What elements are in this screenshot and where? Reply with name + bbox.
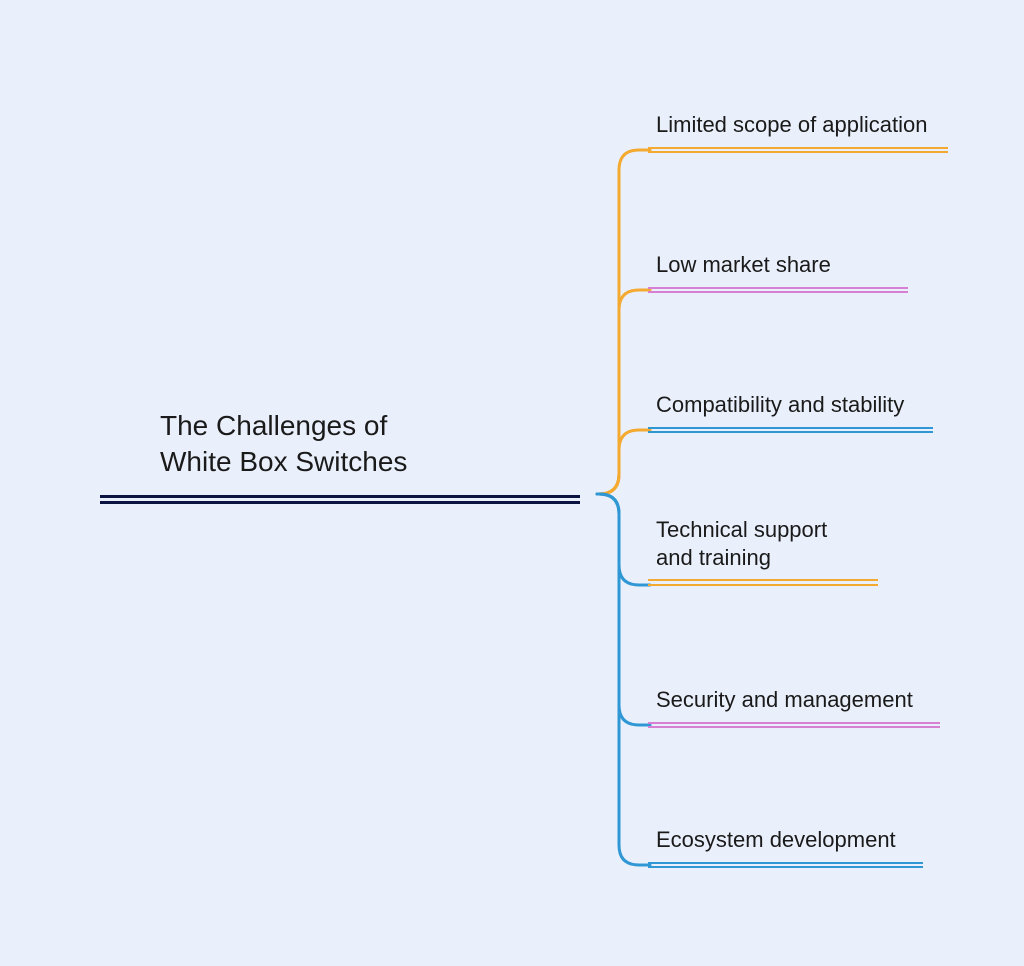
branch-node: Low market share xyxy=(656,251,908,293)
branch-node: Limited scope of application xyxy=(656,111,948,153)
connector-path xyxy=(597,494,650,585)
connector-path xyxy=(597,150,650,494)
branch-underline xyxy=(648,579,878,586)
branch-label: Technical support and training xyxy=(656,516,878,571)
connector-path xyxy=(597,494,650,725)
connector-path xyxy=(597,494,650,865)
branch-label: Compatibility and stability xyxy=(656,391,933,419)
branch-underline xyxy=(648,427,933,434)
root-underline xyxy=(100,495,580,504)
branch-label: Low market share xyxy=(656,251,908,279)
branch-label: Security and management xyxy=(656,686,940,714)
mindmap-canvas: The Challenges of White Box Switches Lim… xyxy=(0,0,1024,966)
branch-node: Technical support and training xyxy=(656,516,878,586)
branch-node: Security and management xyxy=(656,686,940,728)
branch-underline xyxy=(648,287,908,294)
connector-path xyxy=(597,430,650,494)
branch-underline xyxy=(648,147,948,154)
branch-node: Compatibility and stability xyxy=(656,391,933,433)
branch-label: Limited scope of application xyxy=(656,111,948,139)
root-label: The Challenges of White Box Switches xyxy=(160,408,580,481)
branch-label: Ecosystem development xyxy=(656,826,923,854)
branch-underline xyxy=(648,862,923,869)
branch-node: Ecosystem development xyxy=(656,826,923,868)
connector-path xyxy=(597,290,650,494)
root-node: The Challenges of White Box Switches xyxy=(160,408,580,504)
branch-underline xyxy=(648,722,940,729)
